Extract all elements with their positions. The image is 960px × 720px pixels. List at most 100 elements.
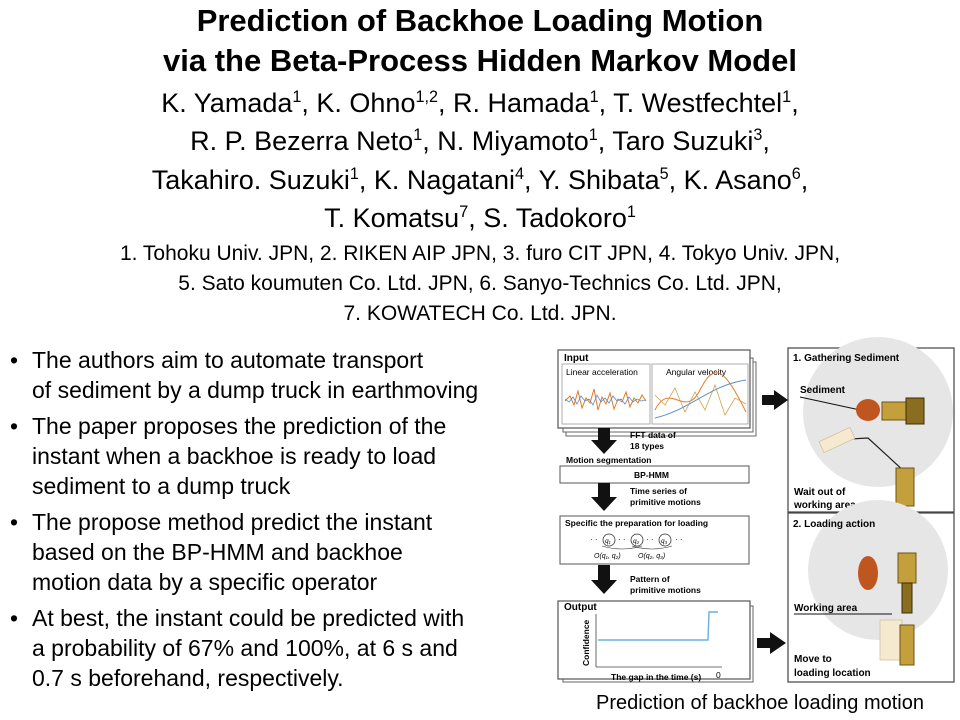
author-affiliation-index: 4 — [514, 165, 524, 183]
motion-segmentation-label: Motion segmentation — [566, 455, 651, 465]
author-affiliation-index: 1 — [413, 126, 423, 144]
down-arrow-icon — [591, 565, 617, 594]
sediment-pile — [856, 399, 880, 421]
bullet-item: • The paper proposes the prediction of th… — [10, 413, 447, 499]
loading-action-label: 2. Loading action — [793, 519, 875, 530]
author-affiliation-index: 1 — [588, 126, 598, 144]
author-affiliation-index: 1 — [626, 203, 636, 221]
backhoe-icon — [897, 552, 917, 584]
down-arrow-icon — [591, 428, 617, 454]
author-line-4: T. Komatsu7, S. Tadokoro1 — [324, 203, 636, 233]
backhoe-icon — [899, 624, 915, 666]
author-affiliation-index: 6 — [791, 165, 801, 183]
svg-text:· ·: · · — [618, 535, 626, 544]
bullet-item: • At best, the instant could be predicted… — [10, 605, 465, 691]
zero-tick-label: 0 — [716, 670, 721, 680]
state-node — [630, 533, 644, 547]
author-line-3: Takahiro. Suzuki1, K. Nagatani4, Y. Shib… — [151, 165, 809, 195]
bullet-dot-icon: • — [10, 413, 19, 439]
working-area-label: Working area — [794, 603, 858, 614]
author-name: S. Tadokoro — [483, 203, 627, 233]
confidence-axis-label: Confidence — [581, 619, 591, 666]
time-series-label-2: primitive motions — [630, 497, 701, 507]
bullet-dot-icon: • — [10, 509, 19, 535]
svg-text:· ·: · · — [675, 535, 683, 544]
linear-acc-signal-b — [564, 394, 647, 406]
author-affiliation-index: 1 — [349, 165, 359, 183]
author-affiliation-index: 3 — [753, 126, 763, 144]
state-node — [658, 533, 672, 547]
author-name: N. Miyamoto — [437, 126, 589, 156]
fft-label-1: FFT data of — [630, 430, 676, 440]
author-name: Takahiro. Suzuki — [151, 165, 350, 195]
author-name: K. Asano — [683, 165, 792, 195]
author-name: K. Ohno — [316, 88, 416, 118]
specific-preparation-box — [559, 515, 750, 565]
author-name: Taro Suzuki — [612, 126, 754, 156]
author-line-2: R. P. Bezerra Neto1, N. Miyamoto1, Taro … — [190, 126, 770, 156]
sediment-label: Sediment — [800, 385, 846, 396]
bullet-item: • The propose method predict the instant b… — [10, 509, 433, 595]
gathering-label: 1. Gathering Sediment — [793, 353, 900, 364]
down-arrow-icon — [591, 483, 617, 511]
bullet-dot-icon: • — [10, 605, 19, 631]
author-name: Y. Shibata — [538, 165, 660, 195]
author-affiliation-index: 1,2 — [415, 88, 438, 106]
pattern-label-1: Pattern of — [630, 574, 670, 584]
time-series-label-1: Time series of — [630, 486, 687, 496]
author-name: T. Westfechtel — [613, 88, 783, 118]
author-affiliation-index: 7 — [459, 203, 469, 221]
author-line-1: K. Yamada1, K. Ohno1,2, R. Hamada1, T. W… — [161, 88, 799, 118]
wait-label-1: Wait out of — [794, 487, 846, 498]
input-label: Input — [564, 353, 589, 364]
svg-text:q₃: q₃ — [661, 538, 668, 545]
linear-acceleration-label: Linear acceleration — [566, 367, 638, 377]
truck-bed-icon — [879, 619, 903, 661]
author-affiliation-index: 1 — [292, 88, 302, 106]
author-name: T. Komatsu — [324, 203, 460, 233]
author-affiliation-index: 1 — [782, 88, 792, 106]
author-name: K. Yamada — [161, 88, 293, 118]
author-affiliation-index: 5 — [659, 165, 669, 183]
angular-velocity-label: Angular velocity — [666, 367, 727, 377]
summary-bullets: • The authors aim to automate transport of… — [8, 345, 558, 699]
truck-bed-icon — [818, 426, 856, 454]
bphmm-box — [559, 465, 750, 484]
pattern-label-2: primitive motions — [630, 585, 701, 595]
author-name: R. P. Bezerra Neto — [190, 126, 414, 156]
author-affiliation-index: 1 — [589, 88, 599, 106]
affiliation-line-1: 1. Tohoku Univ. JPN, 2. RIKEN AIP JPN, 3… — [119, 242, 841, 265]
angular-vel-signal-b — [654, 383, 747, 416]
state-node — [602, 533, 616, 547]
title-line-1: Prediction of Backhoe Loading Motion — [196, 3, 764, 38]
affiliation-line-2: 5. Sato koumuten Co. Ltd. JPN, 6. Sanyo-… — [178, 272, 782, 295]
transition-label-1: O(q₁, q₂) — [594, 553, 621, 560]
move-label-1: Move to — [794, 654, 832, 665]
backhoe-icon — [895, 467, 915, 507]
author-name: K. Nagatani — [373, 165, 515, 195]
sediment-pile — [858, 556, 878, 590]
bullet-item: • The authors aim to automate transport of… — [10, 347, 479, 403]
gap-axis-label: The gap in the time (s) — [611, 672, 701, 682]
working-circle — [808, 500, 948, 640]
wait-label-2: working area — [793, 500, 856, 511]
angular-vel-signal-c — [654, 379, 747, 419]
svg-text:q₂: q₂ — [633, 538, 640, 545]
svg-text:· ·: · · — [646, 535, 654, 544]
transition-label-2: O(q₂, q₃) — [638, 553, 665, 560]
confidence-curve — [598, 611, 718, 641]
svg-text:· ·: · · — [590, 535, 598, 544]
title-line-2: via the Beta-Process Hidden Markov Model — [163, 43, 797, 78]
bphmm-label: BP-HMM — [634, 470, 669, 480]
fft-label-2: 18 types — [630, 441, 664, 451]
move-label-2: loading location — [794, 668, 871, 679]
figure-caption: Prediction of backhoe loading motion — [596, 692, 924, 714]
bullet-dot-icon: • — [10, 347, 19, 373]
left-arrow-icon — [762, 390, 788, 410]
affiliation-line-3: 7. KOWATECH Co. Ltd. JPN. — [343, 302, 617, 325]
angular-vel-signal-a — [654, 372, 747, 413]
svg-text:q₁: q₁ — [605, 538, 611, 545]
specific-preparation-label: Specific the preparation for loading — [565, 518, 708, 528]
author-name: R. Hamada — [453, 88, 590, 118]
